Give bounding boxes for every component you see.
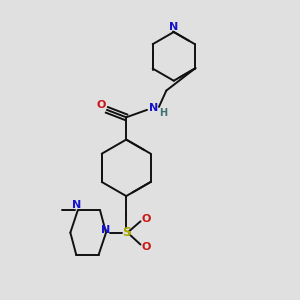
Text: S: S xyxy=(122,226,131,239)
Text: H: H xyxy=(159,108,167,118)
Text: N: N xyxy=(72,200,81,210)
Text: O: O xyxy=(141,242,151,252)
Text: N: N xyxy=(169,22,178,32)
Text: O: O xyxy=(97,100,106,110)
Text: O: O xyxy=(141,214,151,224)
Text: N: N xyxy=(101,225,110,235)
Text: N: N xyxy=(149,103,158,113)
